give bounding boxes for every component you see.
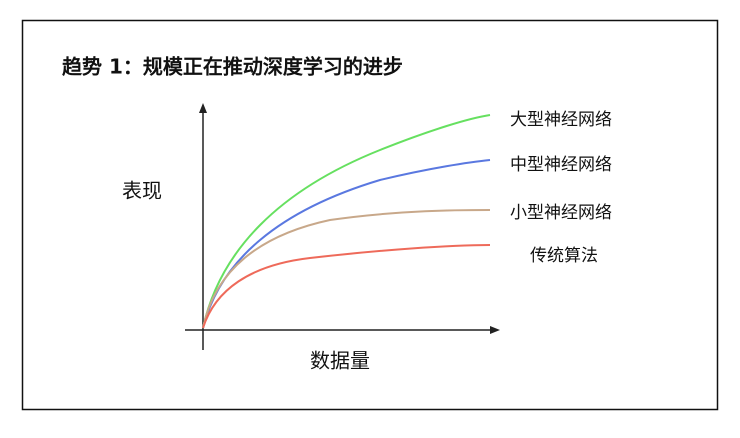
- x-axis-arrow: [490, 326, 500, 334]
- y-axis-arrow: [199, 103, 207, 113]
- y-axis-label: 表现: [122, 179, 162, 203]
- curve-small: [202, 209, 491, 329]
- curve-label: 小型神经网络: [510, 203, 612, 223]
- curve-label: 传统算法: [530, 246, 598, 266]
- x-axis-label: 数据量: [310, 349, 370, 373]
- curve-label: 大型神经网络: [510, 110, 612, 130]
- curve-large: [202, 114, 491, 329]
- curve-label: 中型神经网络: [510, 155, 612, 175]
- title: 趋势 1：规模正在推动深度学习的进步: [62, 55, 403, 79]
- curve-traditional: [202, 244, 491, 329]
